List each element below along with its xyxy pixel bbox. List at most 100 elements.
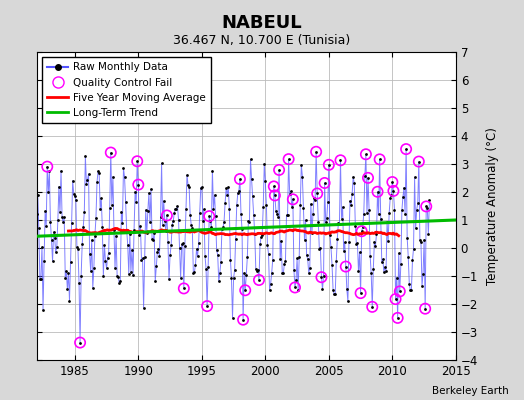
Point <box>285 156 293 162</box>
Point <box>287 188 295 194</box>
Point <box>418 282 426 289</box>
Point <box>320 180 329 186</box>
Point <box>269 256 277 263</box>
Point <box>354 268 363 274</box>
Point <box>208 168 216 174</box>
Point <box>101 258 110 264</box>
Point <box>388 179 397 185</box>
Point <box>159 198 168 204</box>
Point <box>402 146 410 152</box>
Point <box>264 250 272 257</box>
Point <box>112 233 121 239</box>
Point <box>391 296 400 302</box>
Point <box>249 212 258 218</box>
Point <box>139 305 148 311</box>
Point <box>312 148 320 155</box>
Point <box>180 285 188 292</box>
Point <box>342 263 350 270</box>
Point <box>337 215 346 222</box>
Point <box>332 258 341 264</box>
Point <box>196 184 205 191</box>
Point <box>128 246 136 253</box>
Point <box>134 182 143 188</box>
Point <box>296 202 304 209</box>
Point <box>187 222 195 228</box>
Text: 36.467 N, 10.700 E (Tunisia): 36.467 N, 10.700 E (Tunisia) <box>173 34 351 47</box>
Point <box>368 304 376 310</box>
Point <box>133 158 141 164</box>
Point <box>180 285 188 292</box>
Point <box>198 184 206 190</box>
Point <box>317 274 325 280</box>
Point <box>131 189 139 195</box>
Point <box>346 198 354 204</box>
Point <box>140 254 149 260</box>
Point <box>169 218 178 224</box>
Y-axis label: Temperature Anomaly (°C): Temperature Anomaly (°C) <box>486 127 499 285</box>
Point <box>330 291 339 298</box>
Point <box>124 242 132 248</box>
Point <box>72 197 80 203</box>
Point <box>209 206 217 212</box>
Point <box>390 207 399 213</box>
Point <box>341 239 349 246</box>
Point <box>228 314 237 321</box>
Point <box>311 197 319 204</box>
Point <box>239 316 247 323</box>
Point <box>344 298 352 304</box>
Point <box>376 156 384 162</box>
Point <box>217 259 225 266</box>
Point <box>186 212 194 218</box>
Point <box>325 162 333 168</box>
Point <box>325 162 333 168</box>
Point <box>118 220 127 226</box>
Point <box>275 167 283 173</box>
Point <box>176 245 184 251</box>
Point <box>195 210 204 216</box>
Point <box>400 184 408 191</box>
Point <box>242 272 250 278</box>
Point <box>151 278 159 284</box>
Point <box>382 268 390 275</box>
Text: NABEUL: NABEUL <box>222 14 302 32</box>
Point <box>74 246 82 252</box>
Point <box>107 201 116 208</box>
Point <box>313 190 321 197</box>
Point <box>199 217 207 224</box>
Point <box>322 219 330 225</box>
Point <box>389 188 398 194</box>
Point <box>275 167 283 173</box>
Point <box>69 178 77 184</box>
Point <box>81 153 90 159</box>
Point <box>334 220 343 226</box>
Point <box>359 210 368 217</box>
Point <box>88 236 96 243</box>
Point <box>50 235 59 241</box>
Point <box>381 264 389 270</box>
Point <box>398 207 406 213</box>
Point <box>273 210 281 217</box>
Point <box>92 214 100 221</box>
Point <box>66 298 74 304</box>
Point <box>96 206 104 212</box>
Point <box>121 174 129 180</box>
Point <box>389 188 398 194</box>
Point <box>404 254 412 260</box>
Point <box>318 286 326 292</box>
Point <box>328 262 336 268</box>
Point <box>145 190 153 196</box>
Point <box>240 270 248 277</box>
Point <box>300 237 309 243</box>
Point <box>425 197 433 204</box>
Point <box>388 179 397 185</box>
Point <box>205 213 213 219</box>
Point <box>305 265 314 272</box>
Point <box>178 241 186 248</box>
Point <box>312 148 320 155</box>
Point <box>399 194 407 200</box>
Point <box>260 160 268 167</box>
Point <box>94 168 102 174</box>
Point <box>261 178 269 184</box>
Point <box>97 195 105 202</box>
Point <box>323 215 331 222</box>
